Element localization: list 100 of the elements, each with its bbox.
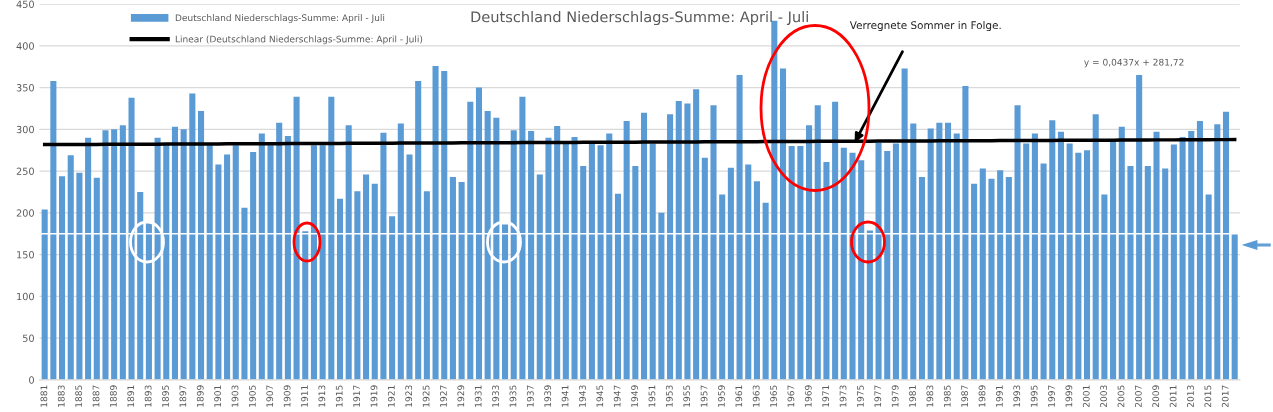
bar bbox=[475, 87, 483, 380]
bar bbox=[901, 68, 908, 380]
y-tick-label: 50 bbox=[22, 334, 34, 342]
bar bbox=[467, 101, 474, 380]
bar bbox=[232, 145, 239, 380]
bar bbox=[528, 131, 535, 380]
bar bbox=[701, 157, 708, 380]
bar bbox=[667, 114, 674, 380]
y-tick-label: 0 bbox=[29, 376, 34, 384]
bar bbox=[1136, 75, 1143, 380]
bar bbox=[484, 111, 491, 380]
bar bbox=[345, 125, 352, 380]
bar bbox=[806, 125, 813, 380]
x-tick-label: 1913 bbox=[318, 385, 326, 407]
bar bbox=[736, 75, 743, 380]
bar bbox=[336, 198, 344, 380]
bar bbox=[1222, 111, 1230, 380]
bar bbox=[675, 100, 682, 380]
legend-label: Deutschland Niederschlags-Summe: April - Juli bbox=[175, 14, 385, 23]
bar bbox=[119, 125, 126, 380]
bar bbox=[719, 194, 726, 380]
bar bbox=[93, 177, 100, 380]
x-tick-label: 2013 bbox=[1187, 385, 1194, 408]
x-tick-label: 1883 bbox=[57, 385, 65, 407]
x-tick-label: 1955 bbox=[683, 385, 691, 407]
bar bbox=[1092, 114, 1099, 380]
bar bbox=[50, 80, 57, 380]
bar bbox=[797, 146, 804, 380]
bar bbox=[1170, 144, 1177, 380]
x-tick-label: 1949 bbox=[631, 385, 638, 407]
bar bbox=[875, 142, 882, 380]
bar bbox=[493, 117, 500, 380]
bar bbox=[171, 126, 179, 380]
bar bbox=[128, 97, 135, 380]
bar bbox=[658, 212, 665, 380]
bar bbox=[1162, 168, 1169, 380]
x-tick-label: 1963 bbox=[752, 385, 760, 407]
bar bbox=[823, 161, 830, 380]
x-tick-label: 1989 bbox=[978, 385, 986, 407]
x-tick-label: 1993 bbox=[1013, 385, 1021, 407]
bar bbox=[727, 167, 734, 380]
x-tick-label: 2003 bbox=[1100, 385, 1108, 408]
bar bbox=[145, 222, 152, 380]
bar bbox=[1110, 141, 1117, 380]
x-tick-label: 1985 bbox=[943, 385, 951, 407]
bar bbox=[562, 143, 569, 380]
bar bbox=[1127, 166, 1134, 380]
bar bbox=[319, 145, 326, 380]
x-tick-label: 1969 bbox=[804, 385, 812, 407]
bar bbox=[554, 126, 561, 380]
bar bbox=[371, 183, 378, 380]
x-tick-label: 1905 bbox=[248, 385, 256, 407]
bar bbox=[502, 224, 509, 380]
bar bbox=[380, 132, 387, 380]
x-tick-label: 1957 bbox=[700, 385, 708, 407]
bar bbox=[927, 128, 934, 380]
bar bbox=[849, 152, 856, 380]
x-tick-label: 1997 bbox=[1048, 385, 1055, 407]
x-tick-label: 1895 bbox=[162, 385, 169, 407]
x-tick-label: 1977 bbox=[874, 385, 882, 407]
x-tick-label: 1921 bbox=[387, 385, 395, 407]
bar bbox=[197, 111, 205, 380]
x-tick-label: 1925 bbox=[422, 385, 430, 407]
bar bbox=[936, 122, 943, 380]
bar bbox=[397, 123, 404, 380]
bar bbox=[406, 154, 413, 380]
x-tick-label: 1959 bbox=[717, 385, 725, 407]
bar bbox=[449, 176, 456, 380]
x-tick-label: 1911 bbox=[301, 385, 308, 407]
x-tick-label: 1881 bbox=[40, 385, 48, 407]
bar bbox=[137, 191, 144, 380]
y-tick-label: 350 bbox=[16, 84, 34, 92]
bar bbox=[423, 191, 430, 380]
x-tick-label: 2017 bbox=[1221, 385, 1229, 408]
y-tick-label: 400 bbox=[16, 42, 34, 50]
bar bbox=[1214, 124, 1221, 380]
bar bbox=[354, 191, 361, 380]
x-tick-label: 1981 bbox=[909, 385, 916, 407]
x-tick-label: 1935 bbox=[509, 385, 517, 407]
bar bbox=[597, 145, 604, 380]
x-tick-label: 1947 bbox=[613, 385, 621, 407]
bar bbox=[779, 68, 787, 380]
bar bbox=[224, 154, 231, 380]
annotation: Verregnete Sommer in Folge. bbox=[849, 21, 1001, 32]
bar bbox=[693, 89, 700, 380]
x-tick-label: 1907 bbox=[266, 385, 274, 407]
bar bbox=[1075, 152, 1082, 380]
bar bbox=[1040, 163, 1047, 380]
legend-label: Linear (Deutschland Niederschlags-Summe: April - Juli) bbox=[175, 35, 423, 45]
bar bbox=[910, 123, 917, 380]
x-tick-label: 1899 bbox=[196, 385, 204, 407]
bar bbox=[1031, 133, 1038, 380]
bar bbox=[102, 130, 109, 380]
x-tick-label: 1903 bbox=[231, 385, 239, 407]
bar bbox=[510, 130, 517, 380]
bar bbox=[988, 178, 995, 380]
bar bbox=[85, 137, 92, 380]
bar bbox=[302, 231, 309, 380]
x-tick-label: 1961 bbox=[735, 385, 743, 407]
x-tick-label: 1945 bbox=[596, 385, 604, 407]
